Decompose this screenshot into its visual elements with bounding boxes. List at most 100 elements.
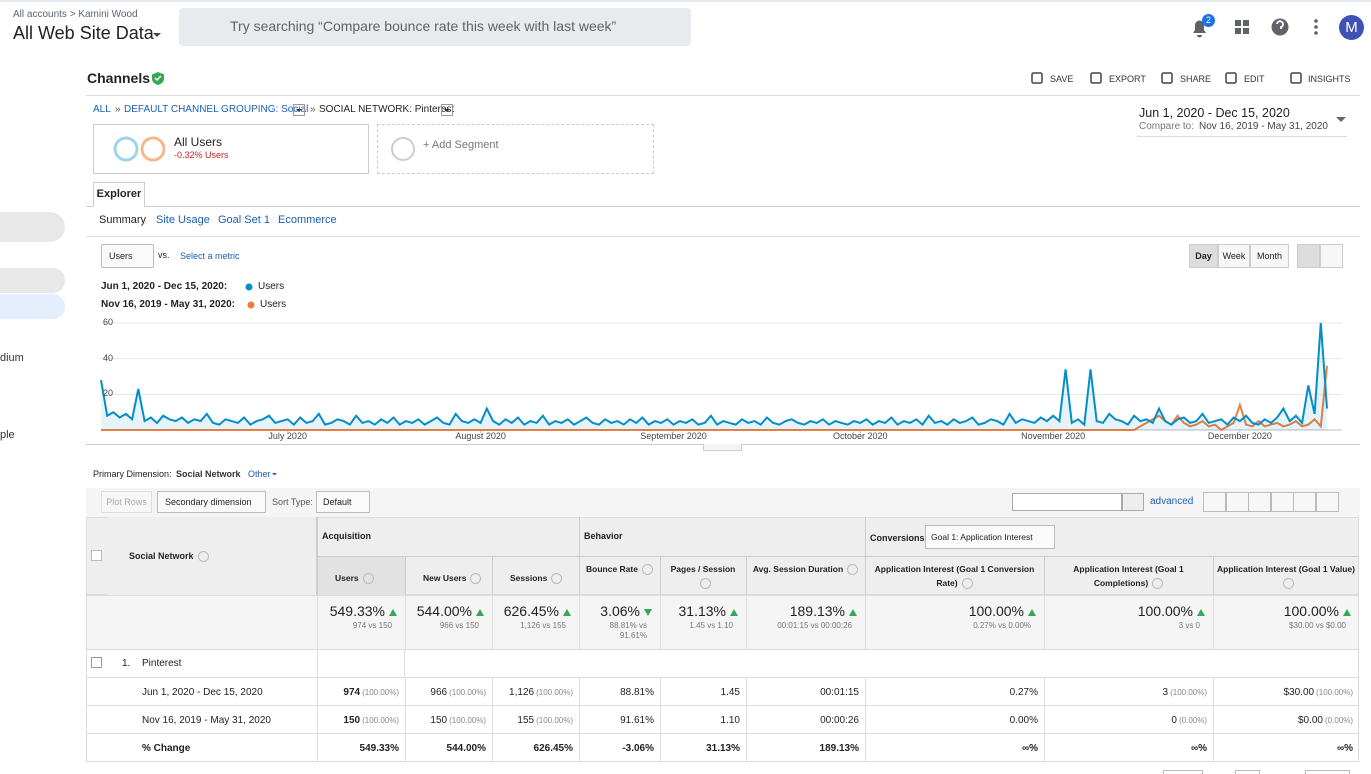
column-header[interactable] xyxy=(865,557,1044,595)
subtab[interactable]: Goal Set 1 xyxy=(218,214,270,226)
secondary-dimension-select[interactable] xyxy=(157,491,266,513)
account-breadcrumb[interactable]: All accounts > Kamini Wood xyxy=(13,9,138,20)
column-header[interactable] xyxy=(492,557,579,595)
search-box[interactable] xyxy=(179,8,691,46)
column-header[interactable] xyxy=(317,557,405,595)
totals-detail: 974 vs 150 xyxy=(352,621,392,630)
action-button[interactable]: SAVE xyxy=(1050,74,1074,84)
totals-cell xyxy=(1213,595,1359,650)
column-header[interactable] xyxy=(746,557,865,595)
plot-rows-button[interactable] xyxy=(101,491,152,513)
label: 966 xyxy=(430,687,448,698)
avatar[interactable] xyxy=(1339,15,1364,40)
action-icon xyxy=(1225,72,1237,84)
action-button[interactable]: INSIGHTS xyxy=(1308,74,1351,84)
subtab[interactable]: Ecommerce xyxy=(278,214,337,226)
totals-value: 100.00% xyxy=(865,603,1036,619)
dimension-header-label: Social Network xyxy=(129,551,209,563)
data-cell xyxy=(579,706,660,734)
data-cell xyxy=(660,734,746,762)
sidebar-item[interactable]: ple xyxy=(0,429,15,441)
trend-arrow xyxy=(730,608,738,616)
help-icon xyxy=(699,578,711,590)
y-tick-label: 60 xyxy=(103,317,114,327)
label: Application Interest (Goal 1 Value) xyxy=(1217,564,1355,574)
column-header[interactable] xyxy=(1213,557,1359,595)
help-icon xyxy=(1152,578,1164,590)
subtab[interactable]: Site Usage xyxy=(156,214,210,226)
view-button[interactable] xyxy=(1203,492,1226,512)
view-button[interactable] xyxy=(1270,492,1294,512)
action-button[interactable]: EXPORT xyxy=(1109,74,1146,84)
data-cell xyxy=(405,678,492,706)
sidebar-item[interactable]: dium xyxy=(0,352,24,364)
column-header-label: Application Interest (Goal 1 Value) xyxy=(1217,562,1355,590)
totals-row xyxy=(86,595,1359,650)
other-dimension[interactable]: Other xyxy=(248,469,271,479)
label: 3 xyxy=(1162,687,1169,698)
data-row xyxy=(86,678,1359,706)
goal-select[interactable] xyxy=(925,525,1055,549)
view-button[interactable] xyxy=(1316,492,1339,512)
subtab[interactable]: Summary xyxy=(99,214,147,226)
column-header[interactable] xyxy=(1044,557,1213,595)
date-range[interactable]: Jun 1, 2020 - Dec 15, 2020 xyxy=(1139,106,1290,120)
granularity-button[interactable] xyxy=(1250,244,1289,268)
add-segment[interactable] xyxy=(377,124,654,174)
row-name[interactable]: Pinterest xyxy=(142,658,182,669)
explorer-tab[interactable] xyxy=(93,182,145,207)
cell-share: (100.00%) xyxy=(536,716,573,725)
legend-name: Users xyxy=(260,299,287,310)
label: 100.00% xyxy=(1283,603,1339,619)
view-button[interactable] xyxy=(1293,492,1317,512)
table-search[interactable] xyxy=(1012,493,1122,511)
label: 626.45% xyxy=(533,743,573,754)
segment-card[interactable] xyxy=(93,124,369,174)
select-all-checkbox[interactable] xyxy=(91,550,102,561)
select-metric[interactable]: Select a metric xyxy=(180,251,240,261)
column-header[interactable] xyxy=(405,557,492,595)
data-cell xyxy=(579,678,660,706)
legend-period: Jun 1, 2020 - Dec 15, 2020: xyxy=(101,281,228,292)
metric-select[interactable] xyxy=(101,244,154,268)
totals-cell xyxy=(579,595,660,650)
sort-type-select[interactable] xyxy=(316,491,370,513)
breadcrumb-link blue[interactable]: ALL xyxy=(93,104,111,115)
label: 100.00% xyxy=(1137,603,1193,619)
x-tick-label: August 2020 xyxy=(455,431,506,441)
column-header[interactable] xyxy=(660,557,746,595)
menu-icon xyxy=(1314,25,1318,29)
granularity-button[interactable] xyxy=(1218,244,1250,268)
breadcrumb-link[interactable]: DEFAULT CHANNEL GROUPING: Social xyxy=(124,104,309,115)
cell-value: ∞% xyxy=(1213,743,1353,754)
label: 1.10 xyxy=(720,715,740,726)
chart-type-button[interactable] xyxy=(1320,244,1343,268)
label: Application Interest (Goal 1 Conversion … xyxy=(874,564,1035,588)
segment-change: -0.32% Users xyxy=(174,150,229,160)
caret xyxy=(153,33,161,37)
pager xyxy=(1163,770,1203,774)
breadcrumb-dropdown[interactable] xyxy=(441,104,453,116)
sidebar-pill xyxy=(0,212,65,242)
series-line xyxy=(101,365,1328,432)
granularity-label: Week xyxy=(1222,251,1246,261)
breadcrumb-dropdown[interactable] xyxy=(293,104,305,116)
view-button[interactable] xyxy=(1225,492,1249,512)
granularity-button[interactable] xyxy=(1189,244,1218,268)
cell-value: 91.61% xyxy=(579,715,654,726)
trend-arrow xyxy=(849,608,857,616)
action-button[interactable]: EDIT xyxy=(1244,74,1265,84)
help-icon xyxy=(961,578,973,590)
action-button[interactable]: SHARE xyxy=(1180,74,1212,84)
column-header[interactable] xyxy=(579,557,660,595)
chart-collapse[interactable] xyxy=(703,444,742,451)
advanced-filter[interactable]: advanced xyxy=(1150,496,1194,507)
chart-type-button[interactable] xyxy=(1297,244,1320,268)
group-name: Acquisition xyxy=(322,531,371,541)
row-checkbox[interactable] xyxy=(91,657,102,668)
table-search-button[interactable] xyxy=(1122,493,1144,511)
data-cell xyxy=(1213,706,1359,734)
column-header-label: New Users xyxy=(409,571,488,585)
view-button[interactable] xyxy=(1248,492,1272,512)
property-selector[interactable]: All Web Site Data xyxy=(13,23,154,43)
